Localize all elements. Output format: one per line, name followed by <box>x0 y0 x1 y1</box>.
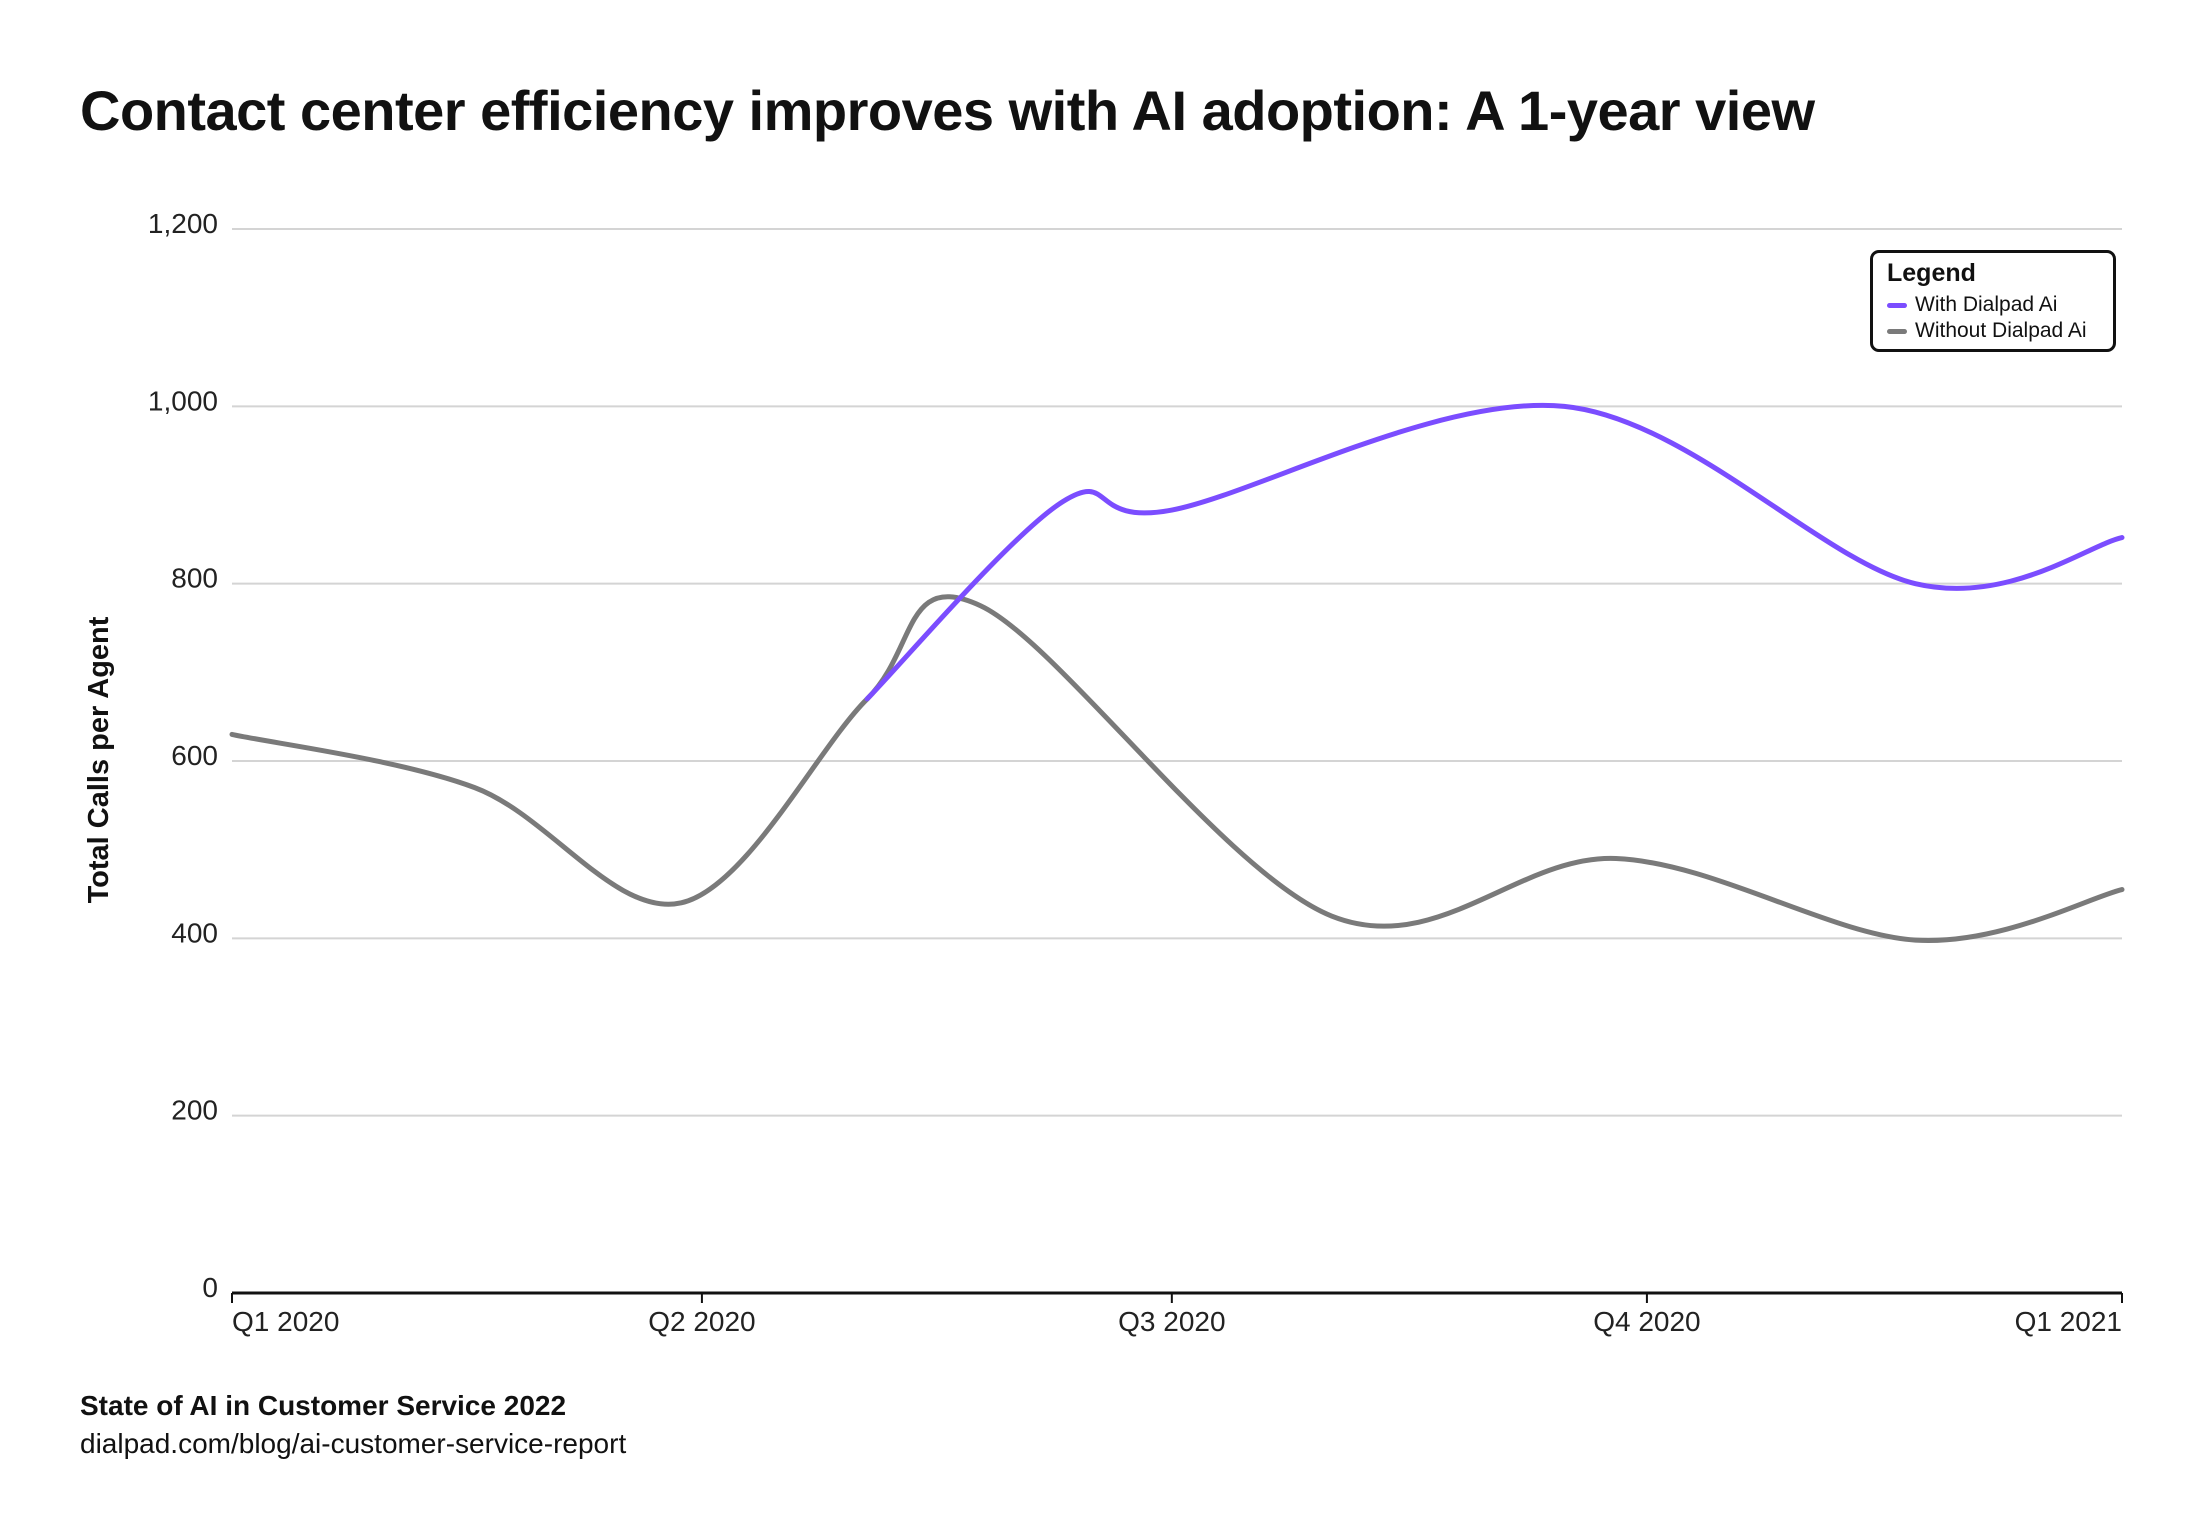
legend-swatch <box>1887 328 1907 334</box>
y-tick-label: 1,200 <box>148 208 218 239</box>
x-tick-label: Q2 2020 <box>648 1306 755 1337</box>
x-axis-ticks: Q1 2020 Q2 2020 Q3 2020 Q4 2020 Q1 2021 <box>231 1293 2123 1337</box>
y-tick-label: 800 <box>171 563 218 594</box>
y-axis-label: Total Calls per Agent <box>83 616 115 903</box>
legend: Legend With Dialpad Ai Without Dialpad A… <box>1870 250 2116 352</box>
y-tick-label: 600 <box>171 740 218 771</box>
x-tick-label: Q1 2021 <box>2015 1306 2122 1337</box>
legend-title: Legend <box>1887 259 1976 287</box>
source-title: State of AI in Customer Service 2022 <box>80 1390 567 1421</box>
x-tick-label: Q1 2020 <box>232 1306 339 1337</box>
series-line-without-dialpad-ai <box>229 594 2125 943</box>
y-axis-ticks: 0 200 400 600 800 1,000 1,200 <box>148 208 218 1303</box>
y-tick-label: 200 <box>171 1095 218 1126</box>
legend-swatch <box>1887 302 1907 308</box>
legend-item-without-dialpad: Without Dialpad Ai <box>1887 318 2099 344</box>
x-tick-label: Q4 2020 <box>1593 1306 1700 1337</box>
series-lines <box>229 402 2125 943</box>
legend-label: With Dialpad Ai <box>1915 293 2058 316</box>
y-tick-label: 1,000 <box>148 385 218 416</box>
series-line-with-dialpad-ai <box>864 402 2125 702</box>
y-tick-label: 400 <box>171 917 218 948</box>
legend-label: Without Dialpad Ai <box>1915 319 2087 342</box>
chart-title: Contact center efficiency improves with … <box>80 79 1815 142</box>
legend-item-with-dialpad: With Dialpad Ai <box>1887 292 2099 318</box>
source-url[interactable]: dialpad.com/blog/ai-customer-service-rep… <box>80 1428 627 1459</box>
x-tick-label: Q3 2020 <box>1118 1306 1225 1337</box>
gridlines <box>232 228 2122 1295</box>
y-tick-label: 0 <box>202 1272 218 1303</box>
